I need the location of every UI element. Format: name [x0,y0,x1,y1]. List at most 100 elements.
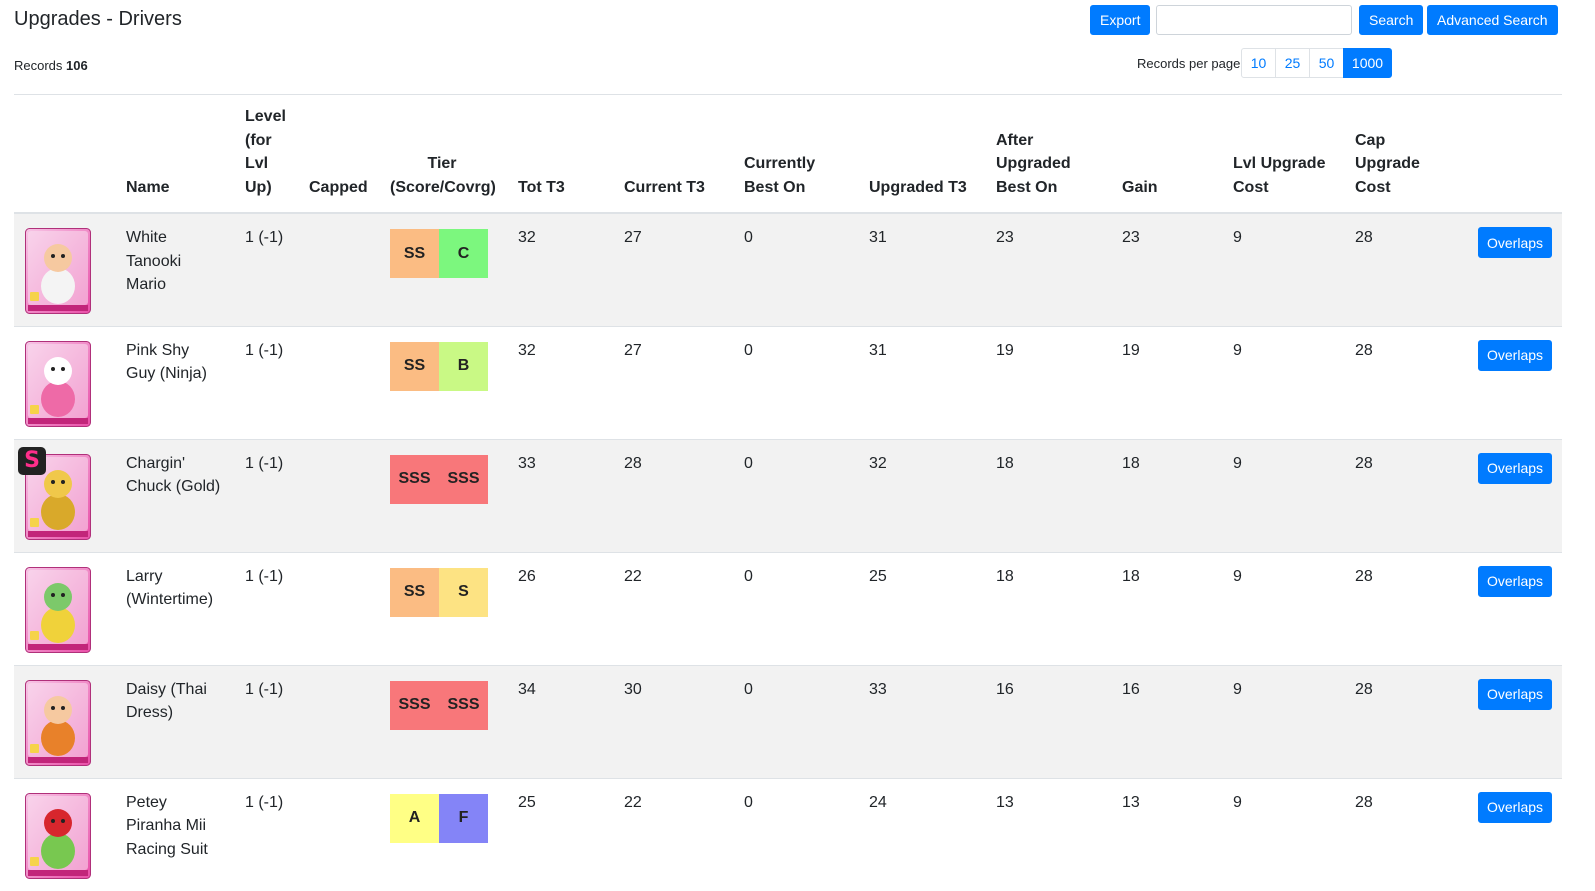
overlaps-button[interactable]: Overlaps [1478,227,1553,258]
chargin-chuck-gold-portrait: S [18,446,91,540]
tot-t3: 32 [506,212,612,326]
column-header[interactable]: Gain [1110,95,1221,214]
driver-name: Petey Piranha Mii Racing Suit [114,777,233,891]
tier-coverage-badge: SSS [439,680,488,730]
after-upgraded-best-on: 23 [984,212,1110,326]
driver-capped [297,438,378,552]
tier-score-badge: SS [390,341,439,391]
gain: 18 [1110,551,1221,665]
tier-coverage-badge: SSS [439,454,488,504]
export-button[interactable]: Export [1090,5,1151,35]
gain: 16 [1110,664,1221,778]
tier-badges: SSS SSS [390,454,494,504]
current-t3: 28 [612,438,732,552]
lvl-upgrade-cost: 9 [1221,777,1343,891]
action-cell: Overlaps [1466,551,1562,665]
tot-t3: 34 [506,664,612,778]
driver-name: Pink Shy Guy (Ninja) [114,325,233,439]
driver-portrait-icon [25,566,91,653]
tot-t3: 32 [506,325,612,439]
column-header [14,95,114,214]
tier-cell: SS B [378,325,506,439]
after-upgraded-best-on: 19 [984,325,1110,439]
after-upgraded-best-on: 18 [984,438,1110,552]
page-size-option[interactable]: 1000 [1343,48,1392,78]
gain: 23 [1110,212,1221,326]
overlaps-button[interactable]: Overlaps [1478,339,1553,371]
table-row: S [14,438,1562,552]
table-row: Larry (Wintertime) 1 (-1) SS S 26 22 0 2… [14,551,1562,665]
pink-shy-guy-ninja-portrait [25,340,91,427]
column-header[interactable]: Tier (Score/Covrg) [378,95,506,214]
overlaps-button[interactable]: Overlaps [1478,452,1553,484]
action-cell: Overlaps [1466,212,1562,326]
overlaps-button[interactable]: Overlaps [1478,565,1553,597]
column-header[interactable]: Capped [297,95,378,214]
after-upgraded-best-on: 13 [984,777,1110,891]
larry-wintertime-portrait [25,566,91,653]
lvl-upgrade-cost: 9 [1221,664,1343,778]
tier-coverage-badge: S [439,567,488,617]
column-header[interactable]: Currently Best On [732,95,857,214]
driver-portrait-icon [25,228,91,314]
portrait-cell [14,551,114,665]
upgraded-t3: 33 [857,664,984,778]
search-input[interactable] [1156,5,1352,35]
column-header[interactable]: Upgraded T3 [857,95,984,214]
upgraded-t3: 31 [857,212,984,326]
column-header[interactable]: Cap Upgrade Cost [1343,95,1466,214]
tier-coverage-badge: F [439,793,488,843]
tier-score-badge: SS [390,229,439,278]
cap-upgrade-cost: 28 [1343,777,1466,891]
tot-t3: 25 [506,777,612,891]
column-header[interactable]: Name [114,95,233,214]
tier-badges: A F [390,793,494,843]
driver-level: 1 (-1) [233,664,297,778]
column-header[interactable]: Current T3 [612,95,732,214]
current-t3: 30 [612,664,732,778]
action-cell: Overlaps [1466,325,1562,439]
tier-score-badge: SS [390,567,439,617]
page-size-option[interactable]: 10 [1241,48,1276,78]
table-row: Pink Shy Guy (Ninja) 1 (-1) SS B 32 27 0… [14,325,1562,439]
column-header[interactable]: Level (for Lvl Up) [233,95,297,214]
tier-coverage-badge: B [439,341,488,391]
current-t3: 22 [612,551,732,665]
driver-capped [297,212,378,326]
search-button[interactable]: Search [1359,5,1424,35]
gain: 19 [1110,325,1221,439]
advanced-search-button[interactable]: Advanced Search [1427,5,1558,35]
page-size-option[interactable]: 50 [1309,48,1344,78]
driver-portrait-icon [25,792,91,879]
portrait-cell [14,664,114,778]
driver-level: 1 (-1) [233,325,297,439]
driver-name: Daisy (Thai Dress) [114,664,233,778]
driver-capped [297,664,378,778]
after-upgraded-best-on: 16 [984,664,1110,778]
lvl-upgrade-cost: 9 [1221,438,1343,552]
tier-badges: SS B [390,341,494,391]
action-cell: Overlaps [1466,438,1562,552]
overlaps-button[interactable]: Overlaps [1478,678,1553,710]
driver-portrait-icon [25,679,91,766]
upgraded-t3: 32 [857,438,984,552]
column-header [1466,95,1562,214]
upgraded-t3: 31 [857,325,984,439]
tier-score-badge: SSS [390,680,439,730]
table-row: Petey Piranha Mii Racing Suit 1 (-1) A F… [14,777,1562,891]
action-cell: Overlaps [1466,664,1562,778]
page-title: Upgrades - Drivers [14,8,182,30]
records-label: Records [14,58,63,73]
driver-level: 1 (-1) [233,438,297,552]
currently-best-on: 0 [732,777,857,891]
driver-capped [297,325,378,439]
upgraded-t3: 25 [857,551,984,665]
overlaps-button[interactable]: Overlaps [1478,791,1553,823]
column-header[interactable]: Tot T3 [506,95,612,214]
column-header[interactable]: Lvl Upgrade Cost [1221,95,1343,214]
currently-best-on: 0 [732,438,857,552]
after-upgraded-best-on: 18 [984,551,1110,665]
current-t3: 27 [612,212,732,326]
page-size-option[interactable]: 25 [1275,48,1310,78]
column-header[interactable]: After Upgraded Best On [984,95,1110,214]
